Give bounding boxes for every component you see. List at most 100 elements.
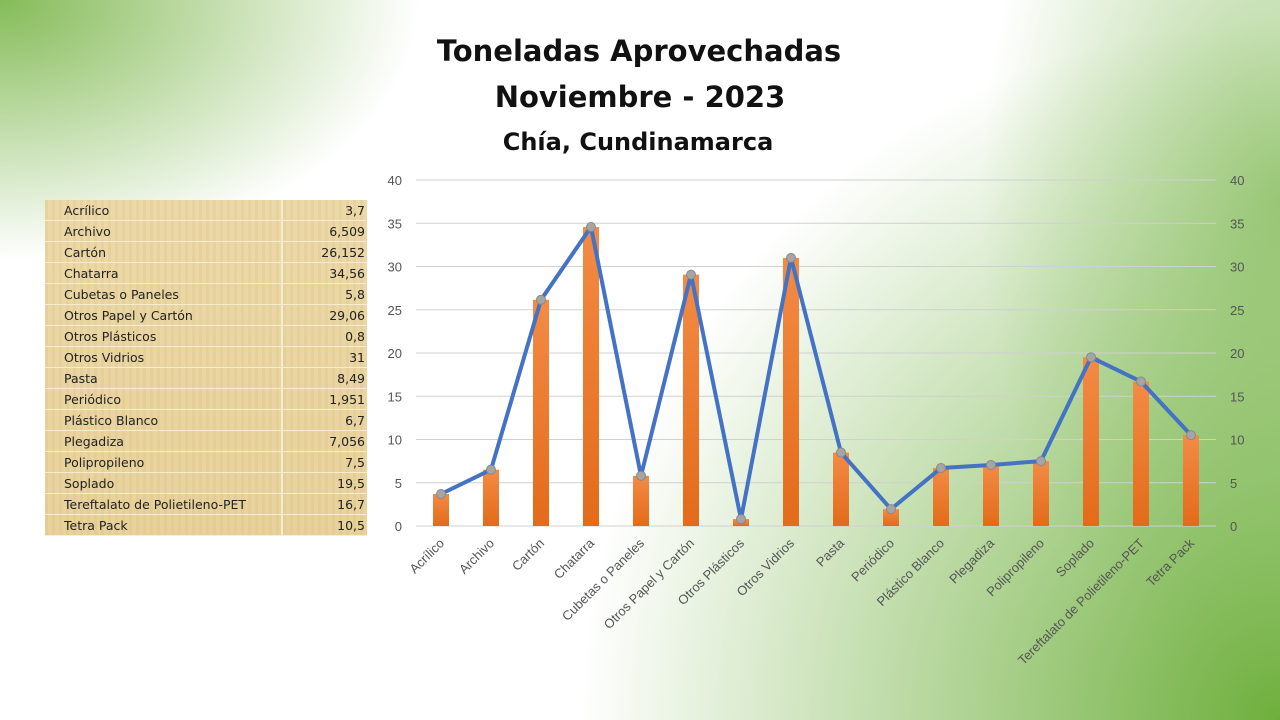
row-value: 6,7: [282, 409, 367, 431]
line-point: [1136, 376, 1146, 387]
row-value: 7,5: [282, 451, 367, 473]
bar: [933, 468, 949, 526]
row-label: Otros Vidrios: [45, 346, 283, 368]
bar: [1133, 381, 1149, 526]
row-label: Polipropileno: [45, 451, 283, 473]
line-point: [1036, 456, 1046, 467]
table-row: Periódico 1,951: [45, 388, 367, 410]
row-label: Plástico Blanco: [45, 409, 283, 431]
row-label: Tetra Pack: [45, 514, 283, 536]
row-value: 19,5: [282, 472, 367, 494]
x-tick-label: Archivo: [456, 536, 497, 577]
table-row: Cartón 26,152: [45, 241, 367, 263]
x-tick-label: Periódico: [848, 536, 897, 585]
line-point: [986, 459, 996, 470]
y2-tick-label: 10: [1230, 433, 1244, 448]
x-tick-label: Plegadiza: [946, 535, 998, 587]
line-point: [1086, 352, 1096, 363]
table-row: Otros Plásticos 0,8: [45, 325, 367, 347]
y2-tick-label: 25: [1230, 303, 1244, 318]
y-tick-label: 35: [388, 216, 402, 231]
bar: [783, 257, 799, 526]
y2-tick-label: 30: [1230, 260, 1244, 275]
line-point: [686, 269, 696, 280]
y-tick-label: 0: [395, 519, 402, 534]
row-label: Cubetas o Paneles: [45, 283, 283, 305]
row-label: Plegadiza: [45, 430, 283, 452]
line-point: [886, 504, 896, 515]
line-point: [586, 222, 596, 233]
line-point: [936, 463, 946, 474]
bar: [833, 452, 849, 526]
bar: [683, 274, 699, 526]
table-row: Chatarra 34,56: [45, 262, 367, 284]
x-tick-label: Chatarra: [551, 535, 598, 582]
table-row: Acrílico 3,7: [45, 200, 367, 221]
row-value: 34,56: [282, 262, 367, 284]
y2-tick-label: 0: [1230, 519, 1237, 534]
y2-tick-label: 35: [1230, 216, 1244, 231]
line-point: [736, 514, 746, 525]
x-tick-label: Soplado: [1053, 536, 1097, 580]
y-tick-label: 10: [388, 433, 402, 448]
table-row: Otros Vidrios 31: [45, 346, 367, 368]
row-value: 29,06: [282, 304, 367, 326]
row-value: 1,951: [282, 388, 367, 410]
row-value: 0,8: [282, 325, 367, 347]
row-value: 31: [282, 346, 367, 368]
y2-tick-label: 15: [1230, 389, 1244, 404]
table-row: Polipropileno 7,5: [45, 451, 367, 473]
chart-title: Toneladas Aprovechadas: [436, 34, 842, 68]
row-label: Otros Papel y Cartón: [45, 304, 283, 326]
row-value: 26,152: [282, 241, 367, 263]
line-point: [486, 464, 496, 475]
x-tick-label: Cubetas o Paneles: [559, 535, 648, 624]
line-point: [636, 470, 646, 481]
y-tick-label: 20: [388, 346, 402, 361]
bar: [533, 299, 549, 526]
bar: [433, 493, 449, 526]
line-point: [1186, 430, 1196, 441]
table-row: Tetra Pack 10,5: [45, 514, 367, 536]
bar: [483, 469, 499, 526]
line-point: [436, 488, 446, 499]
y2-tick-label: 40: [1230, 173, 1244, 188]
bar: [1083, 357, 1099, 526]
table-row: Pasta 8,49: [45, 367, 367, 389]
x-tick-label: Cartón: [509, 536, 547, 574]
row-label: Otros Plásticos: [45, 325, 283, 347]
y-tick-label: 25: [388, 303, 402, 318]
line-series: [440, 225, 1193, 522]
y2-tick-label: 5: [1230, 476, 1237, 491]
bar: [983, 464, 999, 526]
row-label: Tereftalato de Polietileno-PET: [45, 493, 283, 515]
x-tick-label: Tetra Pack: [1143, 535, 1197, 589]
table-row: Soplado 19,5: [45, 472, 367, 494]
bar: [1183, 435, 1199, 526]
bar: [633, 475, 649, 526]
row-label: Cartón: [45, 241, 283, 263]
row-label: Acrílico: [45, 200, 283, 221]
x-tick-label: Otros Papel y Cartón: [601, 536, 697, 632]
row-value: 7,056: [282, 430, 367, 452]
row-value: 6,509: [282, 220, 367, 242]
y2-tick-label: 20: [1230, 346, 1244, 361]
row-value: 5,8: [282, 283, 367, 305]
row-value: 16,7: [282, 493, 367, 515]
chart-subtitle: Noviembre - 2023: [494, 80, 786, 114]
bar: [583, 227, 599, 526]
y-tick-label: 5: [395, 476, 402, 491]
row-value: 8,49: [282, 367, 367, 389]
x-tick-label: Pasta: [813, 535, 848, 570]
row-label: Periódico: [45, 388, 283, 410]
data-table: Acrílico 3,7 Archivo 6,509 Cartón 26,152 Chata…: [45, 200, 367, 536]
table-row: Cubetas o Paneles 5,8: [45, 283, 367, 305]
line-point: [536, 294, 546, 305]
row-value: 3,7: [282, 200, 367, 221]
table-row: Archivo 6,509: [45, 220, 367, 242]
y-tick-label: 40: [388, 173, 402, 188]
table-row: Otros Papel y Cartón 29,06: [45, 304, 367, 326]
row-label: Soplado: [45, 472, 283, 494]
chart-location: Chía, Cundinamarca: [502, 128, 774, 156]
